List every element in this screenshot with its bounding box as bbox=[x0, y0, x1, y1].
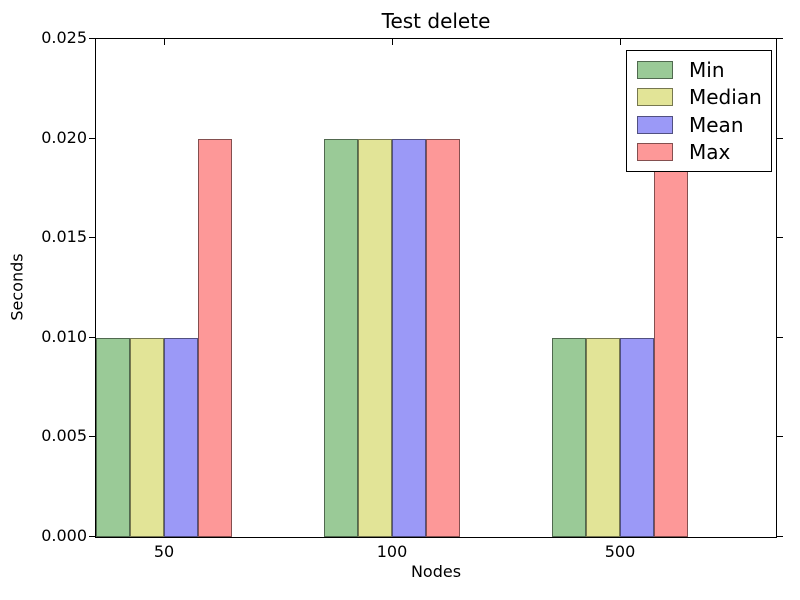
legend: Min Median Mean Max bbox=[626, 50, 772, 172]
bar-min-500 bbox=[552, 338, 586, 537]
x-tick-mark bbox=[164, 39, 165, 45]
bar-min-100 bbox=[324, 139, 358, 537]
bar-max-50 bbox=[198, 139, 232, 537]
bar-median-500 bbox=[586, 338, 620, 537]
legend-item: Mean bbox=[627, 114, 771, 136]
y-tick-mark bbox=[777, 237, 783, 238]
x-tick-mark bbox=[392, 39, 393, 45]
y-tick-label: 0.005 bbox=[41, 426, 87, 445]
bar-mean-500 bbox=[620, 338, 654, 537]
y-tick-mark bbox=[777, 536, 783, 537]
legend-item: Min bbox=[627, 59, 771, 81]
y-tick-mark bbox=[89, 337, 95, 338]
y-tick-mark bbox=[89, 436, 95, 437]
bar-mean-50 bbox=[164, 338, 198, 537]
chart-title: Test delete bbox=[381, 9, 491, 33]
y-tick-mark bbox=[89, 536, 95, 537]
legend-swatch-mean bbox=[637, 115, 673, 134]
bar-max-500 bbox=[654, 139, 688, 537]
bar-median-100 bbox=[358, 139, 392, 537]
x-tick-label: 500 bbox=[604, 542, 636, 561]
y-tick-label: 0.000 bbox=[41, 526, 87, 545]
y-tick-mark bbox=[89, 237, 95, 238]
y-tick-label: 0.025 bbox=[41, 28, 87, 47]
y-tick-mark bbox=[777, 436, 783, 437]
x-tick-label: 50 bbox=[153, 542, 175, 561]
y-tick-mark bbox=[89, 138, 95, 139]
legend-swatch-max bbox=[637, 143, 673, 162]
legend-label: Mean bbox=[689, 112, 744, 137]
y-tick-label: 0.010 bbox=[41, 327, 87, 346]
bar-max-100 bbox=[426, 139, 460, 537]
y-tick-mark bbox=[777, 138, 783, 139]
y-tick-mark bbox=[89, 38, 95, 39]
legend-label: Max bbox=[689, 140, 731, 165]
bar-median-50 bbox=[130, 338, 164, 537]
legend-swatch-median bbox=[637, 88, 673, 107]
y-tick-mark bbox=[777, 38, 783, 39]
bar-min-50 bbox=[96, 338, 130, 537]
x-axis-label: Nodes bbox=[410, 562, 462, 581]
legend-label: Median bbox=[689, 85, 762, 110]
bar-mean-100 bbox=[392, 139, 426, 537]
y-tick-mark bbox=[777, 337, 783, 338]
x-tick-label: 100 bbox=[376, 542, 408, 561]
y-tick-label: 0.015 bbox=[41, 227, 87, 246]
x-tick-mark bbox=[620, 39, 621, 45]
legend-item: Median bbox=[627, 86, 771, 108]
legend-item: Max bbox=[627, 141, 771, 163]
legend-label: Min bbox=[689, 57, 725, 82]
y-axis-label: Seconds bbox=[7, 253, 27, 321]
legend-swatch-min bbox=[637, 60, 673, 79]
y-tick-label: 0.020 bbox=[41, 128, 87, 147]
